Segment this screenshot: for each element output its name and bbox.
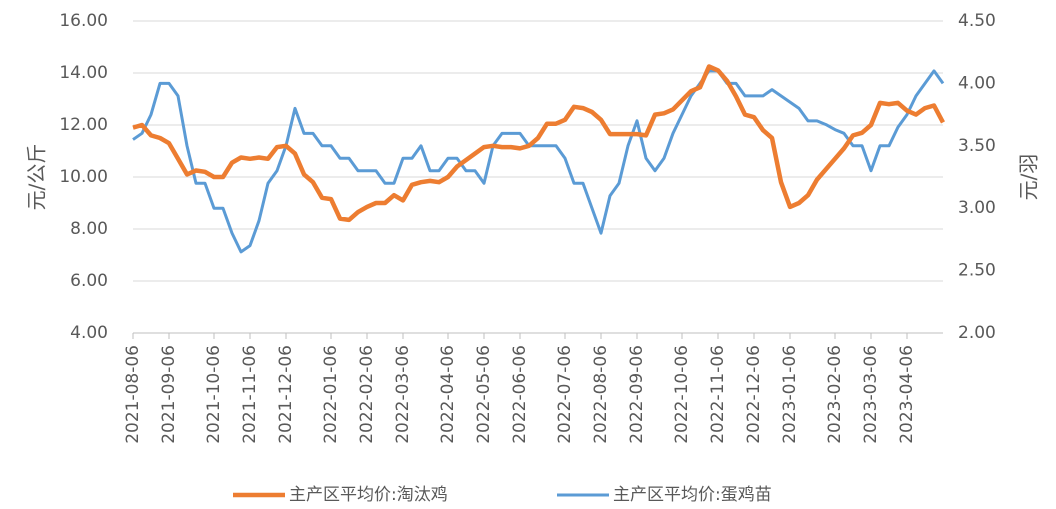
y-axis-title: 元/公斤: [25, 144, 49, 211]
x-tick-label: 2023-03-06: [861, 345, 881, 444]
x-tick-label: 2022-02-06: [357, 345, 377, 444]
y-tick-label: 10.00: [59, 167, 108, 187]
y2-tick-label: 3.50: [958, 136, 996, 156]
y-tick-label: 4.00: [70, 323, 108, 343]
x-tick-label: 2023-04-06: [897, 345, 917, 444]
x-tick-label: 2022-06-06: [510, 345, 530, 444]
y-tick-label: 6.00: [70, 271, 108, 291]
x-tick-label: 2021-08-06: [123, 345, 143, 444]
y2-tick-label: 2.00: [958, 323, 996, 343]
series-line: [132, 69, 945, 254]
y-tick-label: 14.00: [59, 63, 108, 83]
x-tick-label: 2022-10-06: [672, 345, 692, 444]
y2-axis-title: 元/羽: [1017, 154, 1041, 201]
x-tick-label: 2021-12-06: [276, 345, 296, 444]
x-tick-label: 2021-10-06: [204, 345, 224, 444]
y-tick-label: 12.00: [59, 115, 108, 135]
x-tick-label: 2022-11-06: [708, 345, 728, 444]
legend-label: 主产区平均价:淘汰鸡: [289, 485, 448, 505]
x-tick-label: 2022-09-06: [627, 345, 647, 444]
x-tick-label: 2021-09-06: [159, 345, 179, 444]
x-tick-label: 2022-04-06: [438, 345, 458, 444]
y-tick-label: 16.00: [59, 11, 108, 31]
y2-tick-label: 2.50: [958, 261, 996, 281]
x-tick-label: 2022-01-06: [321, 345, 341, 444]
y2-tick-label: 4.50: [958, 11, 996, 31]
x-tick-label: 2022-03-06: [393, 345, 413, 444]
legend-label: 主产区平均价:蛋鸡苗: [613, 485, 772, 505]
x-tick-label: 2022-08-06: [591, 345, 611, 444]
y2-tick-label: 3.00: [958, 198, 996, 218]
x-tick-label: 2023-01-06: [780, 345, 800, 444]
x-tick-label: 2022-12-06: [744, 345, 764, 444]
y2-tick-label: 4.00: [958, 73, 996, 93]
x-tick-label: 2023-02-06: [825, 345, 845, 444]
y-tick-label: 8.00: [70, 219, 108, 239]
series-line: [132, 64, 945, 223]
x-tick-label: 2021-11-06: [240, 345, 260, 444]
x-tick-label: 2022-05-06: [474, 345, 494, 444]
x-tick-label: 2022-07-06: [555, 345, 575, 444]
